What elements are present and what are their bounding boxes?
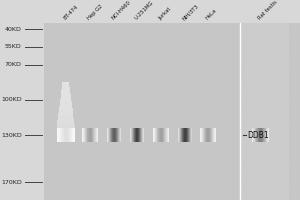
Text: U-251MG: U-251MG	[133, 0, 154, 21]
Text: 170KD: 170KD	[1, 180, 22, 185]
Text: 55KD: 55KD	[5, 44, 22, 49]
Text: 130KD: 130KD	[1, 133, 22, 138]
Text: NIH/3T3: NIH/3T3	[182, 3, 200, 21]
Text: 40KD: 40KD	[5, 27, 22, 32]
Text: Rat testis: Rat testis	[257, 0, 278, 21]
Text: NCI-H460: NCI-H460	[110, 0, 132, 21]
Text: HeLa: HeLa	[204, 8, 217, 21]
Text: BT-474: BT-474	[62, 4, 79, 21]
Text: 70KD: 70KD	[5, 62, 22, 67]
Text: Hep G2: Hep G2	[86, 4, 104, 21]
Text: DDB1: DDB1	[248, 131, 269, 140]
Text: 100KD: 100KD	[1, 97, 22, 102]
Text: Jurkat: Jurkat	[158, 6, 172, 21]
